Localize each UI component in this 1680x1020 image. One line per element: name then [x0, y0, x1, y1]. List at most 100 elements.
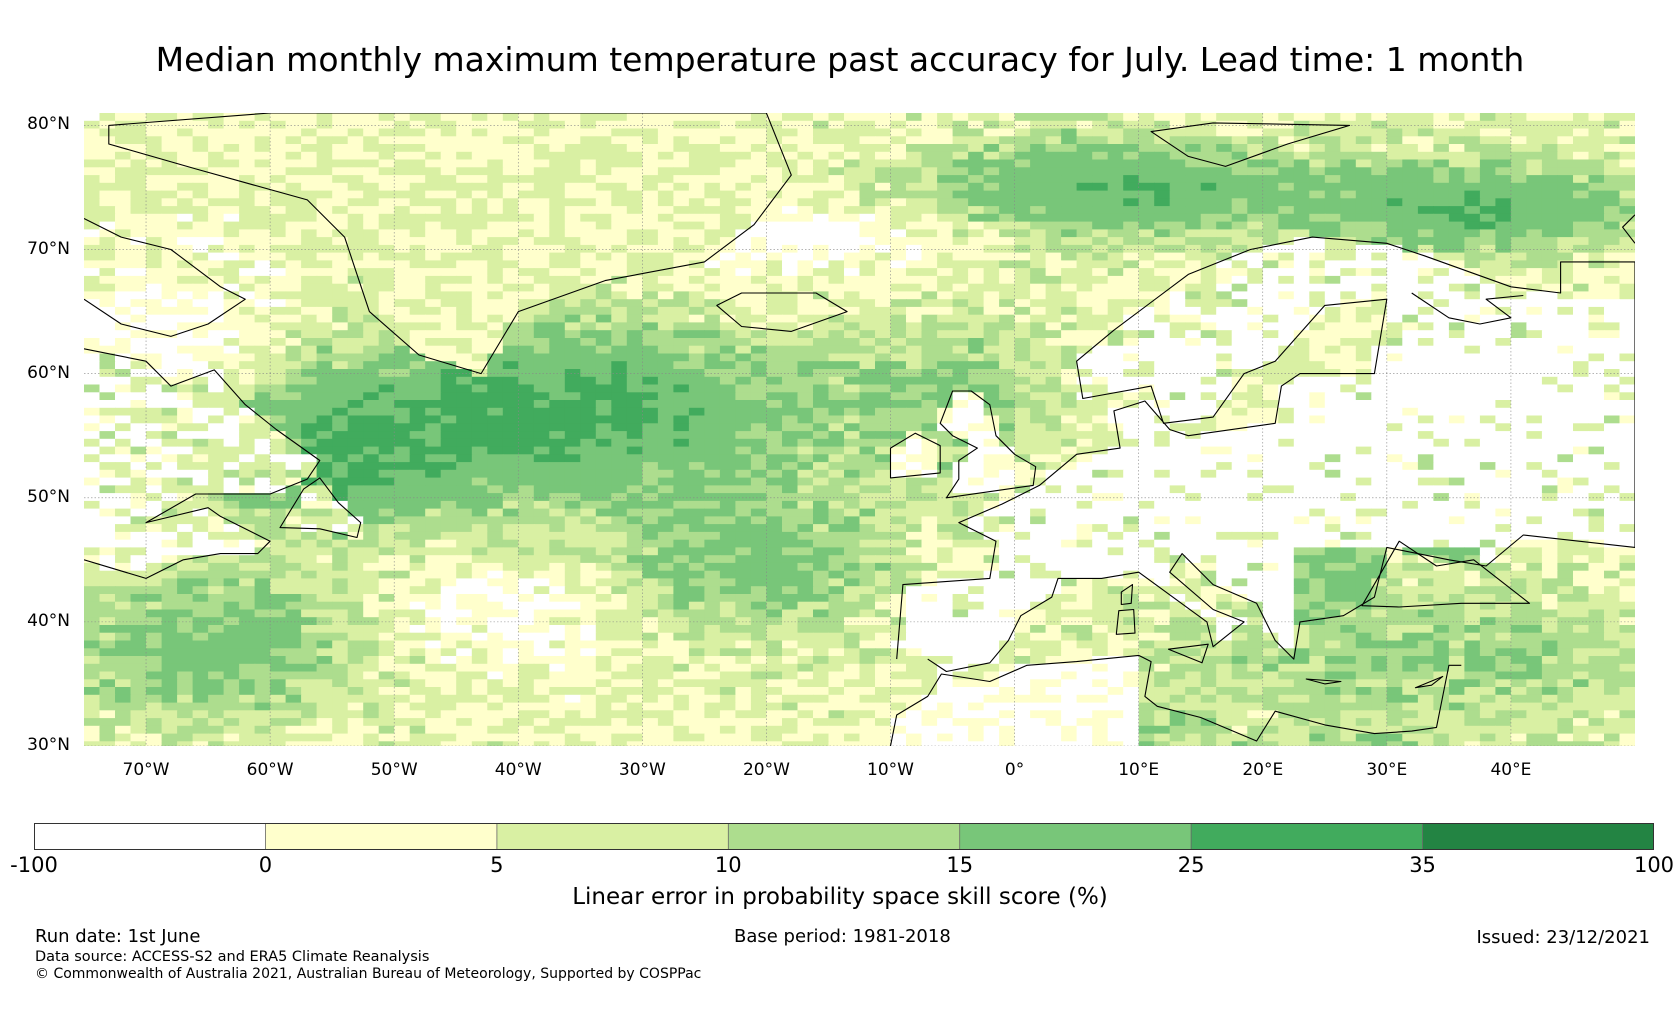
map-cell: [719, 353, 736, 362]
map-cell: [518, 361, 535, 370]
map-cell: [564, 128, 581, 137]
map-cell: [1138, 361, 1155, 370]
map-cell: [285, 345, 302, 355]
map-cell: [549, 314, 566, 324]
map-cell: [549, 151, 566, 161]
map-cell: [409, 252, 426, 261]
map-cell: [1448, 446, 1465, 455]
map-cell: [983, 493, 1000, 502]
map-cell: [502, 306, 519, 316]
map-cell: [719, 213, 736, 223]
map-cell: [332, 485, 349, 494]
map-cell: [1510, 446, 1527, 455]
map-cell: [177, 485, 194, 494]
map-cell: [890, 469, 907, 479]
map-cell: [952, 229, 969, 238]
map-cell: [1200, 361, 1217, 370]
map-cell: [177, 237, 194, 246]
map-cell: [223, 151, 240, 161]
map-cell: [1402, 260, 1419, 269]
map-cell: [409, 113, 426, 122]
map-cell: [750, 198, 767, 207]
map-cell: [828, 345, 845, 355]
map-cell: [1154, 291, 1171, 300]
map-cell: [782, 113, 799, 122]
map-cell: [1588, 353, 1605, 362]
map-cell: [487, 206, 504, 215]
map-cell: [518, 221, 535, 230]
map-cell: [1231, 423, 1248, 432]
map-cell: [1247, 229, 1264, 238]
map-cell: [595, 120, 612, 130]
map-cell: [533, 237, 550, 246]
map-cell: [1061, 299, 1078, 308]
map-cell: [239, 369, 256, 378]
map-cell: [99, 113, 116, 122]
map-cell: [1107, 237, 1124, 246]
map-cell: [1340, 275, 1357, 285]
map-cell: [657, 136, 674, 145]
map-cell: [347, 252, 364, 261]
map-cell: [1107, 462, 1124, 471]
map-cell: [1557, 407, 1574, 417]
map-cell: [611, 462, 628, 471]
map-cell: [1185, 260, 1202, 269]
map-cell: [1061, 120, 1078, 130]
map-cell: [316, 353, 333, 362]
map-cell: [1030, 485, 1047, 494]
map-cell: [1138, 423, 1155, 432]
map-cell: [285, 400, 302, 409]
map-cell: [657, 167, 674, 176]
map-cell: [316, 144, 333, 153]
map-cell: [1402, 159, 1419, 168]
map-cell: [1200, 221, 1217, 230]
map-cell: [1123, 120, 1140, 130]
map-cell: [719, 446, 736, 455]
map-cell: [440, 206, 457, 215]
map-cell: [611, 477, 628, 486]
map-cell: [906, 376, 923, 386]
map-cell: [626, 322, 643, 331]
map-cell: [456, 446, 473, 455]
map-cell: [859, 268, 876, 277]
map-cell: [1092, 345, 1109, 355]
map-cell: [1541, 198, 1558, 207]
map-cell: [844, 314, 861, 324]
map-cell: [130, 353, 147, 362]
map-cell: [1030, 291, 1047, 300]
map-cell: [1216, 438, 1233, 448]
map-cell: [1448, 438, 1465, 448]
map-cell: [1417, 493, 1434, 502]
map-cell: [719, 454, 736, 463]
map-cell: [719, 260, 736, 269]
map-cell: [99, 485, 116, 494]
map-cell: [1479, 213, 1496, 223]
map-cell: [409, 299, 426, 308]
map-cell: [782, 392, 799, 401]
map-cell: [1573, 330, 1590, 339]
map-cell: [1123, 237, 1140, 246]
map-cell: [456, 120, 473, 130]
map-cell: [828, 252, 845, 261]
map-cell: [921, 213, 938, 223]
map-cell: [347, 190, 364, 199]
map-cell: [332, 198, 349, 207]
map-cell: [192, 407, 209, 417]
map-cell: [409, 345, 426, 355]
map-cell: [254, 252, 271, 261]
map-cell: [1309, 175, 1326, 184]
map-cell: [1557, 291, 1574, 300]
map-cell: [285, 190, 302, 199]
map-cell: [285, 353, 302, 362]
map-cell: [1402, 190, 1419, 199]
map-cell: [937, 136, 954, 145]
map-cell: [363, 291, 380, 300]
map-cell: [719, 151, 736, 161]
map-cell: [316, 291, 333, 300]
map-cell: [642, 338, 659, 347]
map-cell: [456, 221, 473, 230]
map-cell: [921, 175, 938, 184]
map-cell: [1604, 392, 1621, 401]
map-cell: [1340, 159, 1357, 168]
map-cell: [1200, 469, 1217, 479]
